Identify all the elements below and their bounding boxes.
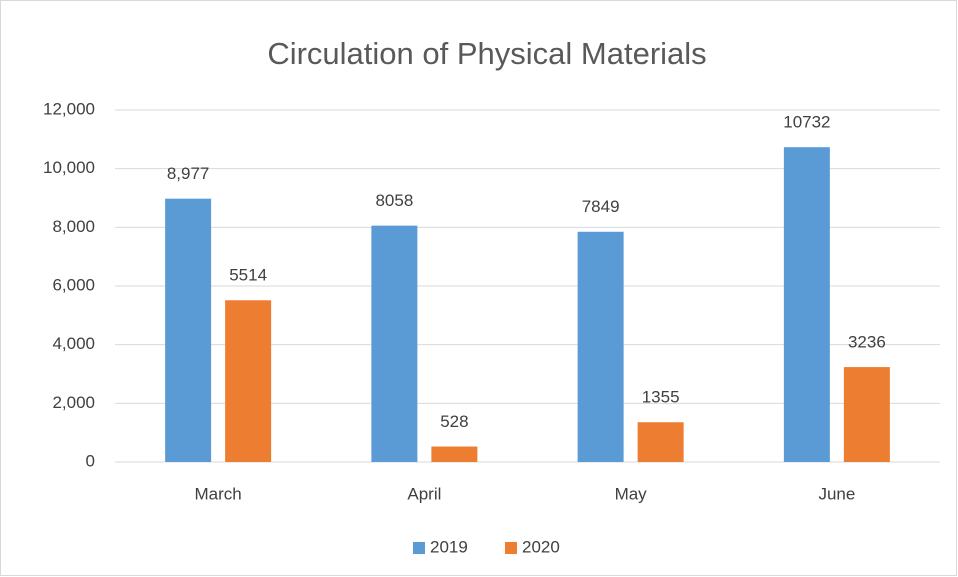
- data-label: 10732: [783, 113, 830, 132]
- y-tick-label: 0: [86, 451, 95, 470]
- y-tick-label: 2,000: [52, 393, 95, 412]
- x-tick-label: April: [407, 484, 441, 503]
- data-label: 8,977: [167, 164, 210, 183]
- data-label: 5514: [229, 266, 267, 285]
- bar: [577, 231, 624, 462]
- bar: [843, 367, 890, 462]
- bar: [225, 300, 272, 462]
- y-tick-label: 10,000: [43, 158, 95, 177]
- bar: [431, 446, 478, 462]
- bar: [783, 147, 830, 462]
- legend-swatch: [413, 542, 425, 554]
- y-tick-label: 12,000: [43, 99, 95, 118]
- data-label: 1355: [642, 388, 680, 407]
- y-tick-label: 4,000: [52, 334, 95, 353]
- legend-label: 2020: [522, 537, 560, 556]
- data-label: 8058: [375, 191, 413, 210]
- x-tick-label: May: [615, 484, 648, 503]
- bar: [637, 422, 684, 462]
- chart-title: Circulation of Physical Materials: [267, 36, 706, 71]
- legend-label: 2019: [430, 537, 468, 556]
- legend-swatch: [505, 542, 517, 554]
- y-tick-label: 8,000: [52, 217, 95, 236]
- y-tick-label: 6,000: [52, 275, 95, 294]
- data-label: 3236: [848, 333, 886, 352]
- bar: [371, 225, 418, 462]
- data-label: 528: [440, 412, 468, 431]
- data-label: 7849: [582, 197, 620, 216]
- x-tick-label: March: [195, 484, 242, 503]
- bar: [165, 198, 212, 462]
- x-tick-label: June: [818, 484, 855, 503]
